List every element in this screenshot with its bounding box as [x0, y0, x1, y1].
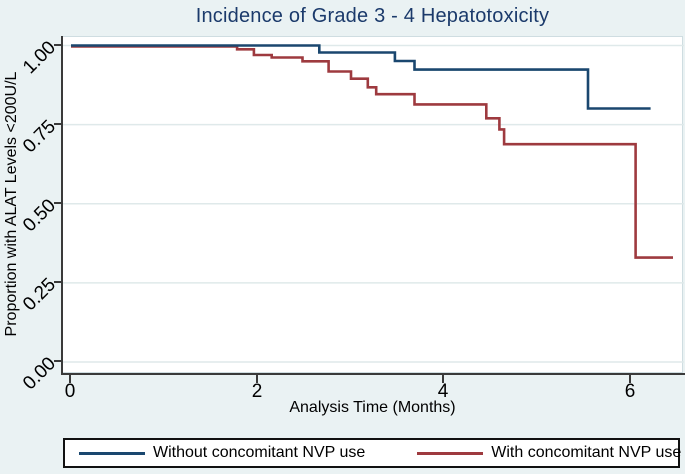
x-tick-label: 0: [64, 381, 76, 402]
chart-title: Incidence of Grade 3 - 4 Hepatotoxicity: [195, 5, 550, 27]
legend-entry-with-nvp: With concomitant NVP use: [417, 444, 681, 462]
legend-line-sample-without-nvp: [79, 451, 145, 455]
plot-area: [62, 36, 684, 373]
y-tick: [54, 202, 62, 204]
legend: Without concomitant NVP use With concomi…: [63, 438, 681, 468]
y-tick: [54, 123, 62, 125]
x-tick: [442, 375, 444, 383]
y-axis-line: [61, 36, 63, 375]
legend-entry-without-nvp: Without concomitant NVP use: [79, 444, 365, 462]
x-tick: [629, 375, 631, 383]
x-tick: [256, 375, 258, 383]
y-tick: [54, 360, 62, 362]
y-tick: [54, 44, 62, 46]
km-curve-without-nvp: [71, 44, 651, 110]
legend-label-with-nvp: With concomitant NVP use: [491, 444, 682, 461]
legend-line-sample-with-nvp: [417, 451, 484, 455]
x-tick-label: 6: [624, 381, 636, 402]
plot-svg: [63, 44, 684, 363]
x-tick-label: 2: [251, 381, 263, 402]
legend-label-without-nvp: Without concomitant NVP use: [153, 444, 366, 461]
x-axis-title: Analysis Time (Months): [289, 399, 456, 416]
x-tick: [69, 375, 71, 383]
x-axis-line: [61, 373, 685, 375]
y-tick: [54, 281, 62, 283]
x-tick-label: 4: [437, 381, 449, 402]
km-curve-with-nvp: [71, 45, 673, 259]
